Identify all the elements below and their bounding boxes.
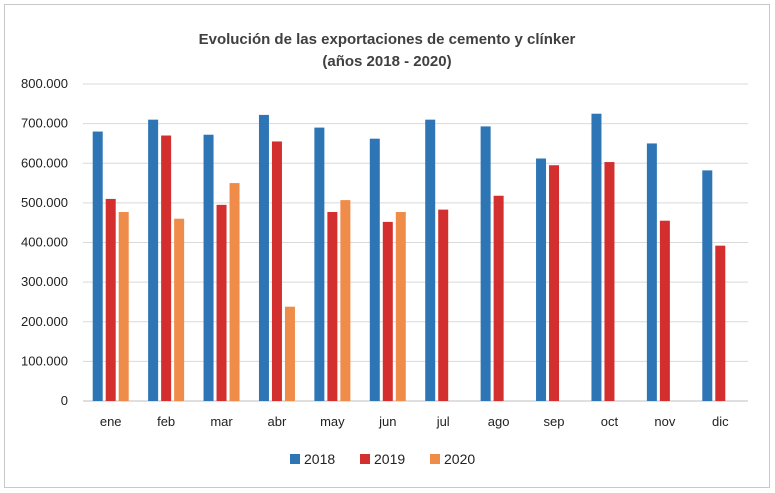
x-tick-label: abr bbox=[268, 414, 287, 429]
x-tick-label: oct bbox=[601, 414, 619, 429]
x-tick-label: ene bbox=[100, 414, 122, 429]
y-tick-label: 800.000 bbox=[21, 76, 68, 91]
bar-2019-abr bbox=[271, 141, 282, 402]
gridlines bbox=[83, 83, 748, 402]
bar-2019-jul bbox=[438, 209, 449, 401]
bar-2020-may bbox=[340, 200, 351, 401]
x-tick-label: mar bbox=[210, 414, 233, 429]
bar-2019-sep bbox=[549, 165, 560, 401]
bar-2018-may bbox=[314, 127, 325, 402]
x-tick-label: sep bbox=[544, 414, 565, 429]
legend-label-2018: 2018 bbox=[304, 451, 335, 467]
bars bbox=[92, 113, 726, 402]
bar-2020-jun bbox=[395, 211, 406, 401]
bar-2019-dic bbox=[715, 245, 726, 401]
bar-2018-ene bbox=[92, 131, 103, 402]
legend-swatch-2019 bbox=[360, 454, 370, 464]
x-tick-label: jun bbox=[378, 414, 396, 429]
y-tick-label: 0 bbox=[61, 393, 68, 408]
bar-2018-nov bbox=[646, 143, 657, 401]
bar-2019-oct bbox=[604, 162, 615, 401]
bar-2018-feb bbox=[148, 119, 159, 401]
legend-label-2020: 2020 bbox=[444, 451, 475, 467]
bar-2019-mar bbox=[216, 204, 227, 401]
y-tick-label: 400.000 bbox=[21, 235, 68, 250]
legend: 2018 2019 2020 bbox=[290, 451, 475, 467]
bar-2018-jun bbox=[369, 138, 380, 401]
y-tick-label: 300.000 bbox=[21, 274, 68, 289]
x-tick-label: nov bbox=[654, 414, 675, 429]
y-tick-label: 700.000 bbox=[21, 116, 68, 131]
bar-2018-sep bbox=[536, 158, 547, 401]
bar-2018-abr bbox=[258, 114, 269, 401]
bar-2018-ago bbox=[480, 126, 491, 402]
chart-subtitle: (años 2018 - 2020) bbox=[322, 53, 451, 70]
bar-2019-may bbox=[327, 211, 338, 401]
legend-swatch-2018 bbox=[290, 454, 300, 464]
y-tick-label: 200.000 bbox=[21, 314, 68, 329]
legend-label-2019: 2019 bbox=[374, 451, 405, 467]
x-tick-label: jul bbox=[436, 414, 450, 429]
bar-2018-mar bbox=[203, 134, 214, 401]
x-tick-label: dic bbox=[712, 414, 729, 429]
bar-2020-abr bbox=[284, 306, 295, 401]
bar-2020-mar bbox=[229, 183, 240, 401]
y-tick-label: 600.000 bbox=[21, 155, 68, 170]
x-tick-label: feb bbox=[157, 414, 175, 429]
bar-2020-feb bbox=[174, 218, 185, 401]
bar-2018-jul bbox=[425, 119, 436, 401]
bar-2019-ago bbox=[493, 195, 504, 401]
bar-2020-ene bbox=[118, 211, 129, 401]
bar-2018-dic bbox=[702, 170, 713, 401]
y-axis-ticks: 0 100.000 200.000 300.000 400.000 500.000 600.… bbox=[21, 76, 68, 408]
bar-2019-jun bbox=[382, 221, 393, 401]
chart-title: Evolución de las exportaciones de cement… bbox=[199, 31, 576, 48]
x-tick-label: may bbox=[320, 414, 345, 429]
bar-2019-feb bbox=[161, 135, 172, 401]
bar-2019-nov bbox=[659, 220, 670, 401]
bar-2018-oct bbox=[591, 113, 602, 401]
bar-2019-ene bbox=[105, 198, 116, 401]
y-tick-label: 500.000 bbox=[21, 195, 68, 210]
legend-swatch-2020 bbox=[430, 454, 440, 464]
y-tick-label: 100.000 bbox=[21, 353, 68, 368]
x-tick-label: ago bbox=[488, 414, 510, 429]
x-axis-ticks: ene feb mar abr may jun jul ago sep oct nov dic bbox=[100, 414, 729, 429]
